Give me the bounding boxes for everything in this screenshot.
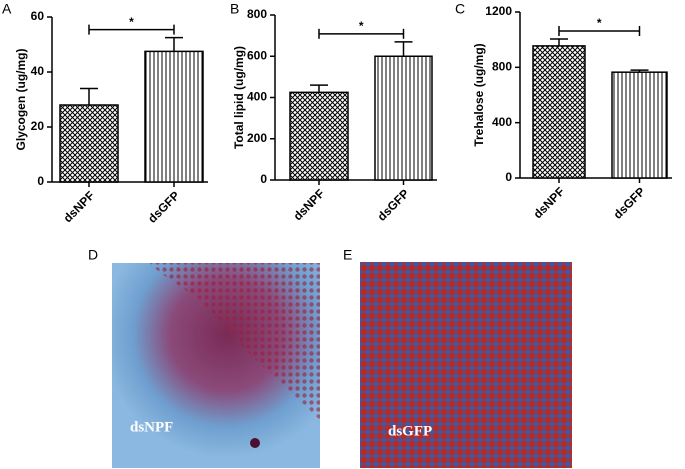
y-tick-label: 20	[31, 119, 45, 133]
x-tick-label: dsGFP	[145, 188, 182, 225]
y-tick-label: 60	[31, 9, 45, 23]
y-axis-label: Total lipid (ug/mg)	[232, 46, 246, 149]
panel-label: C	[455, 1, 465, 17]
bar	[532, 45, 586, 179]
panel-label: D	[88, 247, 98, 263]
panel-label: E	[343, 247, 352, 263]
significance-label: *	[129, 15, 134, 29]
bar	[374, 55, 433, 181]
y-axis-label: Glycogen (ug/mg)	[14, 48, 28, 150]
y-tick-label: 40	[31, 64, 45, 78]
bar	[144, 50, 204, 183]
x-tick-label: dsGFP	[611, 184, 648, 221]
bar	[611, 71, 668, 179]
image-label: dsNPF	[130, 419, 173, 435]
x-tick-label: dsNPF	[291, 186, 328, 223]
significance-label: *	[597, 16, 602, 30]
x-tick-label: dsNPF	[531, 184, 568, 221]
y-tick-label: 0	[37, 174, 44, 188]
y-tick-label: 0	[505, 170, 512, 184]
image-d	[112, 263, 320, 468]
y-tick-label: 800	[492, 60, 512, 74]
y-tick-label: 400	[492, 115, 512, 129]
y-axis-label: Trehalose (ug/mg)	[472, 43, 486, 146]
y-tick-label: 0	[260, 172, 267, 186]
panel-label: A	[2, 1, 12, 17]
panel-label: B	[230, 1, 239, 17]
image-label: dsGFP	[388, 423, 432, 439]
y-tick-label: 600	[247, 48, 267, 62]
image-e	[360, 262, 572, 468]
y-tick-label: 1200	[485, 4, 512, 18]
bar	[59, 104, 119, 183]
x-tick-label: dsGFP	[375, 186, 412, 223]
y-tick-label: 800	[247, 7, 267, 21]
y-tick-label: 400	[247, 90, 267, 104]
significance-label: *	[359, 19, 364, 33]
y-tick-label: 200	[247, 131, 267, 145]
x-tick-label: dsNPF	[61, 188, 98, 225]
bar	[289, 91, 349, 181]
